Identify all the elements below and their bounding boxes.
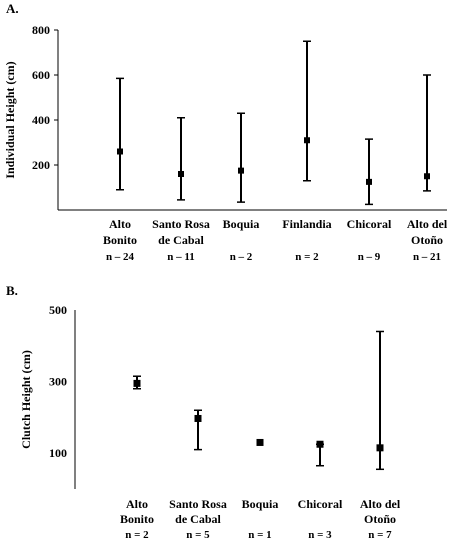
panel-a-y-tick-label: 200 (32, 158, 50, 172)
panel-a-point (178, 171, 184, 177)
panel-b-category-label: Bonito (120, 512, 154, 526)
panel-a-category-label: Bonito (103, 233, 137, 247)
panel-a-category-label: Otoño (411, 233, 443, 247)
panel-a-point (424, 173, 430, 180)
panel-a-category-label: Alto (109, 217, 131, 231)
panel-a-category-label: Santo Rosa (152, 217, 210, 231)
panel-a-y-tick-label: 600 (32, 68, 50, 82)
panel-b-y-tick-label: 300 (49, 375, 67, 389)
panel-a-sample-size: n – 21 (413, 251, 441, 263)
panel-b-sample-size: n = 3 (308, 529, 332, 541)
panel-a-sample-size: n – 9 (358, 251, 381, 263)
panel-b-point (133, 379, 141, 387)
panel-a-point (304, 137, 310, 144)
panel-a-point (238, 167, 244, 174)
panel-b-point (376, 444, 384, 452)
panel-b-y-tick-label: 500 (49, 303, 67, 317)
panel-b-y-axis-title: Clutch Height (cm) (19, 350, 33, 449)
panel-a-y-tick-label: 400 (32, 113, 50, 127)
panel-a-category-label: Boquia (223, 217, 260, 231)
panel-a-sample-size: n – 2 (230, 251, 253, 263)
panel-b-category-label: Otoño (364, 512, 396, 526)
panel-b-sample-size: n = 1 (248, 529, 271, 541)
panel-b-label: B. (6, 283, 18, 298)
panel-a-y-axis-title: Individual Height (cm) (3, 61, 17, 178)
panel-b-category-label: de Cabal (175, 512, 221, 526)
panel-a-category-label: Chicoral (347, 217, 392, 231)
panel-b-category-label: Chicoral (298, 497, 343, 511)
panel-a-label: A. (6, 1, 19, 16)
panel-b-category-label: Alto del (360, 497, 401, 511)
panel-a-point (117, 148, 123, 155)
panel-b-category-label: Boquia (242, 497, 279, 511)
panel-a-category-label: Finlandia (282, 217, 331, 231)
panel-a-category-label: Alto del (407, 217, 448, 231)
panel-b-point (256, 438, 264, 446)
panel-b-sample-size: n = 5 (186, 529, 210, 541)
panel-b-sample-size: n = 2 (125, 529, 149, 541)
panel-b-sample-size: n = 7 (368, 529, 392, 541)
panel-b-category-label: Alto (126, 497, 148, 511)
panel-a-sample-size: n – 24 (106, 251, 135, 263)
panel-b-point (194, 414, 202, 422)
panel-a-sample-size: n = 2 (295, 251, 319, 263)
panel-a-category-label: de Cabal (158, 233, 204, 247)
panel-a-y-tick-label: 800 (32, 23, 50, 37)
panel-a-point (366, 178, 372, 185)
panel-b-point (316, 440, 324, 448)
panel-a-sample-size: n – 11 (167, 251, 195, 263)
panel-b-y-tick-label: 100 (49, 446, 67, 460)
panel-b-category-label: Santo Rosa (169, 497, 227, 511)
